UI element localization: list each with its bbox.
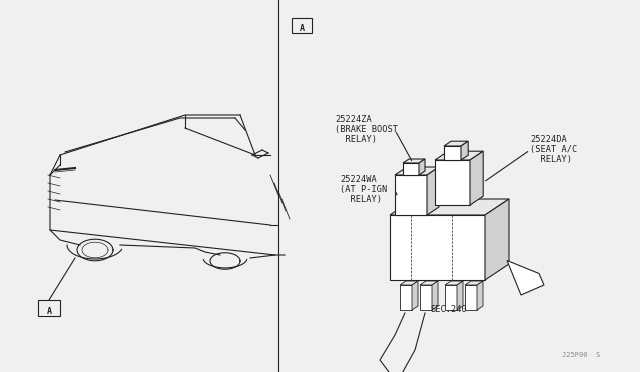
Polygon shape (395, 167, 439, 175)
Polygon shape (485, 199, 509, 280)
Polygon shape (445, 281, 463, 285)
Polygon shape (444, 141, 468, 146)
Polygon shape (435, 160, 470, 205)
Polygon shape (420, 285, 432, 310)
Polygon shape (457, 281, 463, 310)
Polygon shape (400, 285, 412, 310)
Polygon shape (390, 215, 485, 280)
Text: SEC.240: SEC.240 (430, 305, 467, 314)
Text: A: A (300, 23, 305, 32)
Text: (SEAT A/C
  RELAY): (SEAT A/C RELAY) (530, 145, 577, 164)
Polygon shape (400, 281, 418, 285)
Polygon shape (395, 175, 427, 215)
Text: 25224WA: 25224WA (340, 175, 377, 184)
Polygon shape (390, 199, 509, 215)
Text: J25P00  S: J25P00 S (562, 352, 600, 358)
Polygon shape (403, 163, 419, 175)
Text: A: A (47, 307, 51, 315)
Polygon shape (427, 167, 439, 215)
Text: 25224DA: 25224DA (530, 135, 567, 144)
Polygon shape (412, 281, 418, 310)
Polygon shape (461, 141, 468, 160)
Polygon shape (403, 159, 425, 163)
Polygon shape (477, 281, 483, 310)
Text: 25224ZA: 25224ZA (335, 115, 372, 124)
Polygon shape (507, 260, 544, 295)
Polygon shape (445, 285, 457, 310)
Polygon shape (465, 281, 483, 285)
Polygon shape (435, 151, 483, 160)
Text: (AT P-IGN
  RELAY): (AT P-IGN RELAY) (340, 185, 387, 204)
Bar (38, 300, 60, 316)
Polygon shape (465, 285, 477, 310)
Polygon shape (432, 281, 438, 310)
Polygon shape (419, 159, 425, 175)
Bar (292, 18, 312, 33)
Polygon shape (444, 146, 461, 160)
Text: (BRAKE BOOST
  RELAY): (BRAKE BOOST RELAY) (335, 125, 398, 144)
Polygon shape (470, 151, 483, 205)
Polygon shape (420, 281, 438, 285)
